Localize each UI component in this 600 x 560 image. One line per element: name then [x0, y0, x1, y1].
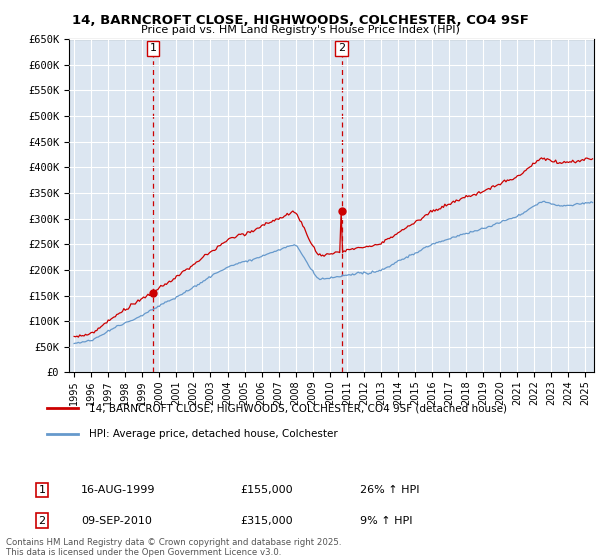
Text: Contains HM Land Registry data © Crown copyright and database right 2025.
This d: Contains HM Land Registry data © Crown c… — [6, 538, 341, 557]
Text: Price paid vs. HM Land Registry's House Price Index (HPI): Price paid vs. HM Land Registry's House … — [140, 25, 460, 35]
Text: HPI: Average price, detached house, Colchester: HPI: Average price, detached house, Colc… — [89, 430, 338, 440]
Text: 2: 2 — [338, 44, 345, 53]
Text: 16-AUG-1999: 16-AUG-1999 — [81, 485, 155, 495]
Text: 1: 1 — [38, 485, 46, 495]
Text: 1: 1 — [149, 44, 157, 53]
Text: £155,000: £155,000 — [240, 485, 293, 495]
Text: 14, BARNCROFT CLOSE, HIGHWOODS, COLCHESTER, CO4 9SF (detached house): 14, BARNCROFT CLOSE, HIGHWOODS, COLCHEST… — [89, 403, 507, 413]
Text: £315,000: £315,000 — [240, 516, 293, 526]
Text: 14, BARNCROFT CLOSE, HIGHWOODS, COLCHESTER, CO4 9SF: 14, BARNCROFT CLOSE, HIGHWOODS, COLCHEST… — [71, 14, 529, 27]
Text: 26% ↑ HPI: 26% ↑ HPI — [360, 485, 419, 495]
Text: 09-SEP-2010: 09-SEP-2010 — [81, 516, 152, 526]
Text: 9% ↑ HPI: 9% ↑ HPI — [360, 516, 413, 526]
Text: 2: 2 — [38, 516, 46, 526]
